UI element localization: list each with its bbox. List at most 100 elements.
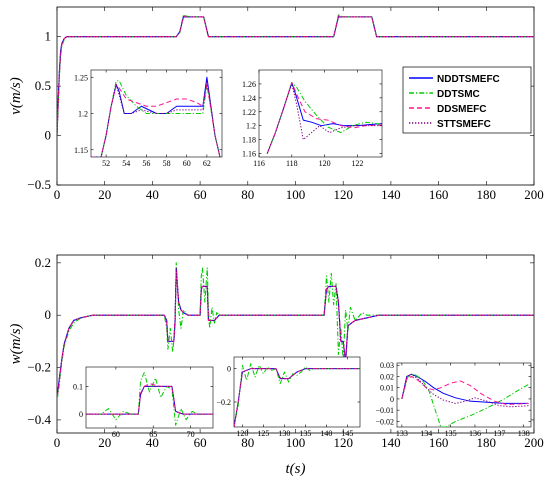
y-axis-label: w(m/s)	[8, 324, 24, 365]
y-tick-label: −0.4	[27, 412, 51, 427]
x-tick-label: 54	[122, 159, 130, 168]
top-inset-2-lines	[266, 82, 382, 154]
series-line-sttsmefc	[401, 373, 529, 408]
y-tick-label: 1.15	[74, 146, 88, 155]
x-tick-label: 60	[194, 187, 207, 202]
x-tick-label: 122	[351, 159, 363, 168]
y-tick-label: 1.2	[78, 110, 88, 119]
series-line-sttsmefc	[234, 368, 360, 427]
legend-entry-nddtsmefc: NDDTSMEFC	[437, 74, 500, 85]
x-tick-label: 200	[524, 187, 544, 202]
x-tick-label: 62	[203, 159, 211, 168]
y-tick-label: 1.2	[246, 122, 256, 131]
series-line-ddsmefc	[266, 82, 382, 154]
y-tick-label: 0.02	[380, 372, 394, 381]
y-tick-label: −0.2	[27, 360, 51, 375]
x-tick-label: 40	[146, 187, 159, 202]
x-tick-label: 58	[163, 159, 171, 168]
x-tick-label: 120	[319, 159, 331, 168]
x-tick-label: 52	[102, 159, 110, 168]
x-tick-label: 200	[524, 435, 544, 450]
x-tick-label: 120	[333, 187, 353, 202]
x-tick-label: 145	[341, 429, 353, 438]
x-tick-label: 60	[112, 430, 120, 439]
y-tick-label: 0	[45, 307, 52, 322]
y-tick-label: 0.5	[35, 78, 51, 93]
x-tick-label: 60	[194, 435, 207, 450]
series-line-ddtsmc	[401, 373, 529, 427]
bottom-inset-3-lines	[401, 373, 529, 427]
y-tick-label: 1.25	[74, 73, 88, 82]
bottom-inset-1: 60 65 70 0 0.1	[73, 366, 214, 439]
x-tick-label: 125	[257, 429, 269, 438]
x-tick-label: 130	[278, 429, 290, 438]
series-line-sttsmefc	[86, 385, 213, 415]
series-line-sttsmefc	[91, 80, 221, 157]
bottom-inset-2-frame	[233, 356, 361, 428]
x-tick-label: 118	[286, 159, 298, 168]
y-tick-label: 0.03	[380, 361, 394, 370]
bottom-inset-3: 133 134 135 136 137 138 −0.02 −0.01 0 0.01 0.02 0.0…	[375, 361, 532, 438]
y-tick-label: −0.02	[375, 417, 394, 426]
y-tick-label: −0.5	[27, 177, 51, 192]
x-axis-label: t(s)	[286, 461, 306, 477]
x-tick-label: 0	[54, 435, 61, 450]
x-tick-label: 120	[333, 435, 353, 450]
series-line-ddsmefc	[401, 375, 529, 406]
bottom-inset-1-lines	[86, 372, 213, 426]
y-tick-label: −0.01	[375, 406, 394, 415]
x-tick-label: 65	[149, 430, 157, 439]
series-line-ddtsmc	[57, 262, 534, 400]
y-tick-label: 0.1	[73, 382, 83, 391]
x-tick-label: 116	[253, 159, 265, 168]
series-line-sttsmefc	[57, 267, 534, 394]
x-tick-label: 135	[299, 429, 311, 438]
legend-entry-ddtsmc: DDTSMC	[437, 89, 480, 100]
x-tick-label: 160	[429, 435, 449, 450]
y-tick-label: 0	[45, 128, 52, 143]
x-tick-label: 180	[477, 187, 497, 202]
x-tick-label: 138	[518, 429, 530, 438]
x-tick-label: 80	[241, 435, 254, 450]
x-tick-label: 56	[142, 159, 150, 168]
x-tick-label: 135	[445, 429, 457, 438]
bottom-inset-2-lines	[234, 363, 360, 427]
bottom-plot-lines	[57, 262, 534, 400]
y-tick-label: 1.16	[242, 150, 256, 159]
series-line-ddsmefc	[57, 15, 534, 136]
bottom-inset-2: 120 125 130 135 140 145 −0.2 0	[216, 356, 361, 438]
x-tick-label: 80	[241, 187, 254, 202]
x-tick-label: 133	[396, 429, 408, 438]
x-tick-label: 136	[469, 429, 481, 438]
x-tick-label: 100	[286, 187, 306, 202]
y-tick-label: 1.26	[242, 80, 256, 89]
series-line-sttsmefc	[266, 83, 382, 154]
x-tick-label: 137	[493, 429, 505, 438]
y-tick-label: 0	[79, 410, 83, 419]
series-line-ddtsmc	[86, 372, 213, 426]
y-tick-label: 0	[227, 365, 231, 374]
legend-entry-ddsmefc: DDSMEFC	[437, 104, 486, 115]
x-tick-label: 120	[236, 429, 248, 438]
top-inset-1: 52 54 56 58 60 62 1.15 1.2 1.25	[74, 69, 223, 168]
legend-entry-sttsmefc: STTSMEFC	[437, 119, 491, 130]
x-tick-label: 140	[381, 435, 401, 450]
x-tick-label: 70	[187, 430, 195, 439]
x-tick-label: 100	[286, 435, 306, 450]
y-tick-label: 1.24	[242, 94, 256, 103]
x-tick-label: 140	[320, 429, 332, 438]
y-tick-label: 0.01	[380, 384, 394, 393]
bottom-inset-1-frame	[85, 366, 214, 429]
top-inset-2: 116 118 120 122 1.16 1.18 1.2 1.22 1.24 1.26	[242, 69, 383, 168]
y-tick-label: 0.2	[35, 255, 51, 270]
x-tick-label: 40	[146, 435, 159, 450]
y-tick-label: 1.18	[242, 136, 256, 145]
x-tick-label: 134	[420, 429, 432, 438]
top-inset-2-frame	[258, 69, 383, 158]
legend: NDDTSMEFC DDTSMC DDSMEFC STTSMEFC	[402, 66, 532, 134]
top-inset-1-lines	[91, 76, 221, 157]
x-tick-label: 180	[477, 435, 497, 450]
y-axis-label: v(m/s)	[8, 77, 24, 115]
y-tick-label: 1	[45, 29, 52, 44]
x-tick-label: 160	[429, 187, 449, 202]
